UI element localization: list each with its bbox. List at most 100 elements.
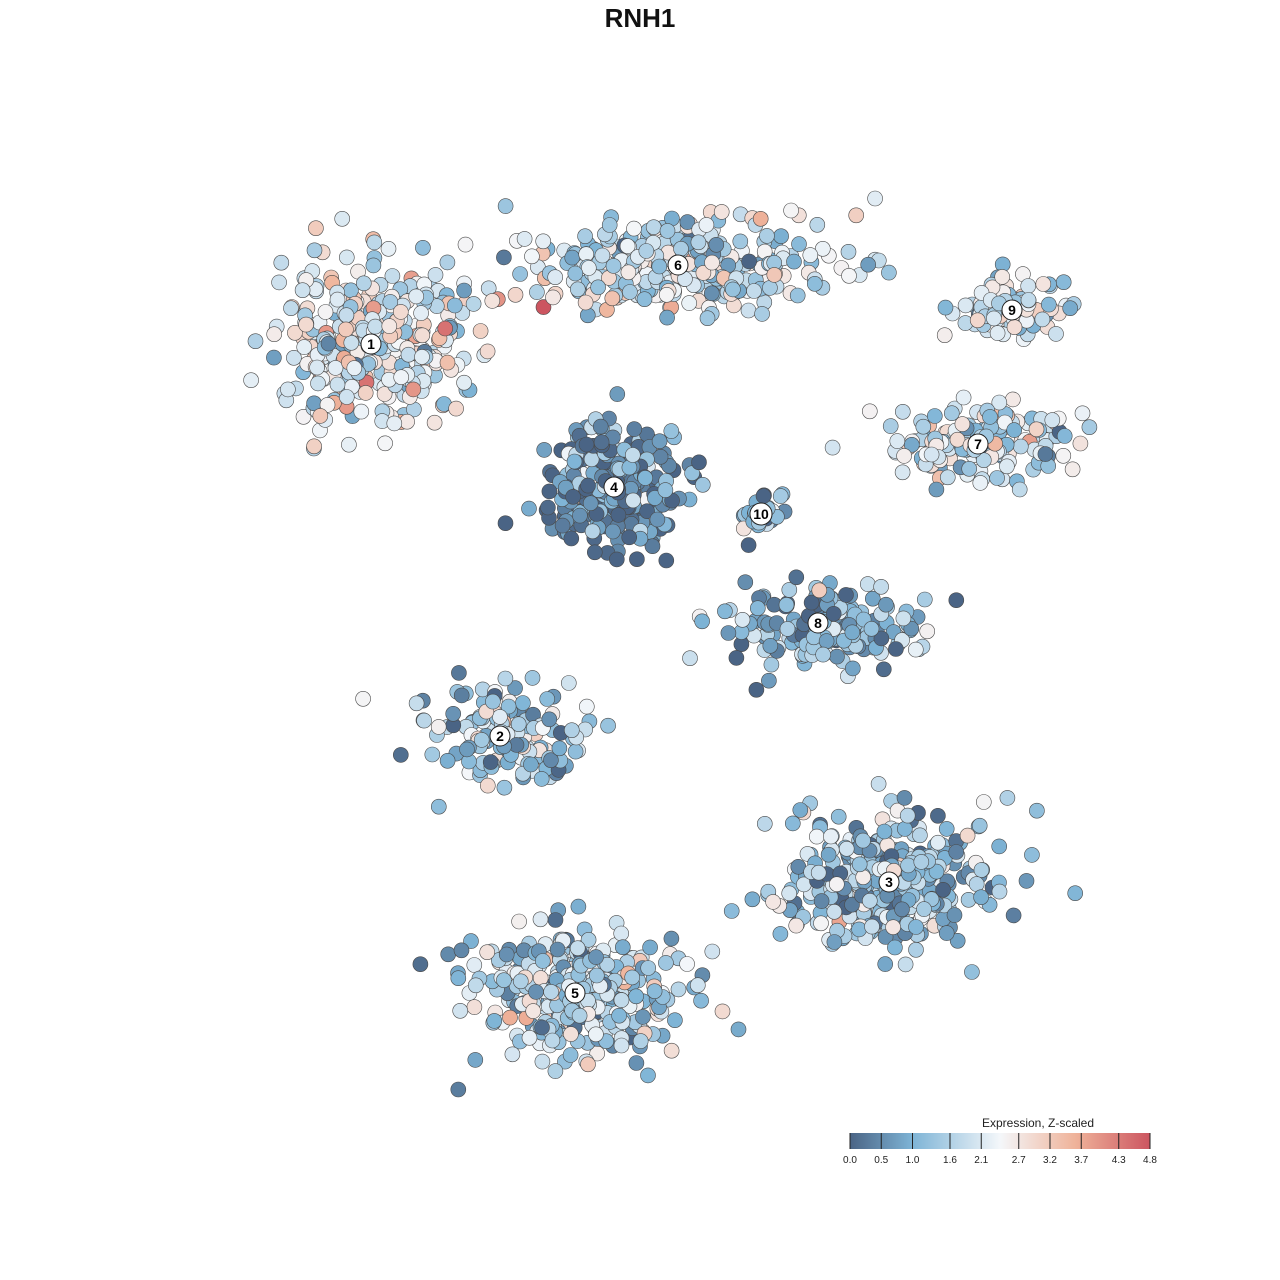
data-point	[748, 681, 765, 698]
legend-title: Expression, Z-scaled	[982, 1116, 1094, 1130]
data-point	[1018, 873, 1035, 889]
data-point	[338, 249, 355, 266]
data-point	[828, 876, 845, 893]
data-point	[430, 798, 447, 815]
data-point	[657, 482, 674, 498]
data-point	[588, 967, 605, 984]
data-point	[642, 939, 658, 956]
data-point	[838, 840, 855, 857]
data-point	[991, 394, 1008, 411]
data-point	[982, 409, 998, 425]
data-point	[1020, 292, 1037, 308]
data-point	[273, 254, 290, 271]
data-point	[415, 240, 431, 256]
data-point	[744, 891, 761, 908]
data-point	[881, 264, 897, 281]
data-point	[535, 299, 552, 315]
data-point	[1056, 428, 1073, 444]
data-point	[572, 507, 588, 524]
data-point	[338, 307, 355, 324]
data-point	[613, 1037, 630, 1054]
data-point	[502, 1009, 518, 1026]
data-point	[878, 596, 894, 613]
cluster-label-text: 2	[496, 728, 504, 744]
data-point	[928, 863, 945, 880]
data-point	[694, 476, 711, 493]
data-point	[393, 369, 410, 386]
data-point	[312, 408, 329, 424]
data-point	[737, 574, 754, 591]
colorbar-tick-label: 4.3	[1112, 1155, 1126, 1166]
data-point	[521, 1030, 538, 1046]
data-point	[329, 291, 346, 308]
data-point	[343, 334, 360, 351]
data-point	[533, 771, 550, 787]
data-point	[746, 283, 762, 299]
colorbar-tick-label: 3.2	[1043, 1155, 1057, 1166]
data-point	[479, 777, 496, 794]
data-point	[861, 403, 878, 420]
data-point	[580, 1056, 596, 1073]
data-point	[605, 523, 621, 540]
colorbar	[850, 1133, 1150, 1149]
data-point	[355, 690, 371, 707]
data-point	[580, 260, 597, 276]
data-point	[717, 603, 733, 620]
data-point	[859, 576, 876, 592]
data-point	[888, 641, 904, 657]
data-point	[492, 709, 508, 725]
data-point	[366, 234, 383, 251]
data-point	[392, 304, 409, 320]
data-point	[609, 386, 626, 402]
data-point	[496, 972, 512, 989]
data-point	[440, 946, 457, 963]
data-point	[897, 956, 914, 973]
data-point	[754, 306, 770, 322]
data-point	[703, 285, 720, 302]
data-point	[1034, 311, 1051, 328]
data-point	[900, 857, 916, 874]
data-point	[803, 594, 820, 611]
data-point	[593, 434, 610, 451]
data-point	[825, 605, 842, 622]
data-point	[971, 817, 988, 834]
data-point	[1006, 422, 1023, 438]
data-point	[903, 436, 920, 453]
data-point	[357, 385, 374, 401]
data-point	[386, 415, 403, 432]
data-point	[485, 693, 501, 710]
cluster-label-text: 7	[974, 436, 982, 452]
data-point	[691, 454, 707, 471]
data-point	[439, 752, 456, 769]
data-point	[813, 915, 829, 932]
data-point	[547, 912, 564, 928]
cluster-label-text: 4	[610, 479, 618, 495]
data-point	[766, 267, 783, 283]
data-point	[271, 274, 287, 291]
data-point	[806, 275, 823, 292]
data-point	[535, 233, 552, 250]
data-point	[416, 712, 432, 729]
data-point	[1074, 405, 1091, 422]
data-point	[405, 381, 422, 398]
data-point	[695, 265, 712, 281]
data-point	[532, 911, 549, 928]
data-point	[640, 1067, 656, 1084]
data-point	[524, 248, 540, 265]
data-point	[651, 433, 668, 450]
data-point	[430, 719, 447, 735]
data-point	[999, 458, 1015, 475]
data-point	[547, 269, 564, 286]
data-point	[851, 921, 867, 938]
data-point	[730, 1021, 747, 1038]
data-point	[610, 507, 627, 523]
data-point	[624, 969, 641, 986]
data-point	[551, 740, 568, 757]
cluster-label: 8	[807, 612, 829, 634]
data-point	[689, 977, 706, 994]
data-point	[613, 925, 630, 942]
data-point	[994, 269, 1011, 285]
data-point	[912, 827, 928, 844]
data-point	[382, 294, 399, 310]
data-point	[948, 844, 965, 860]
